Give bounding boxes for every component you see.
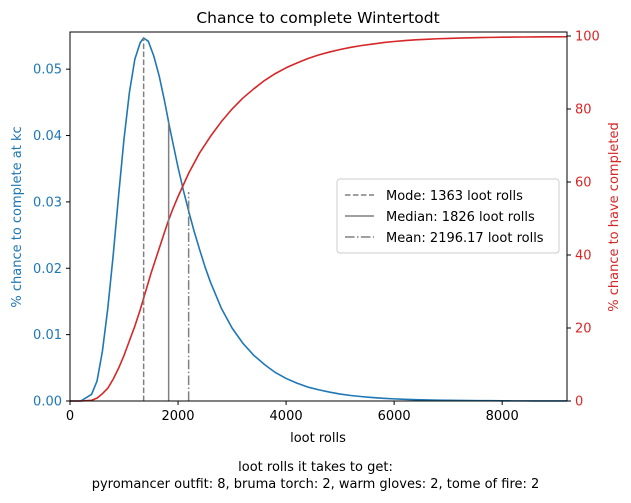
chart-title: Chance to complete Wintertodt [196, 9, 439, 27]
caption-line-1: loot rolls it takes to get: [238, 460, 393, 475]
left-y-tick-label: 0.02 [33, 262, 62, 277]
x-axis-ticks: 0 2000 4000 6000 8000 [66, 401, 519, 424]
left-y-axis-label: % chance to complete at kc [10, 126, 25, 307]
series-line-right-axis [70, 35, 568, 402]
right-y-tick-label: 40 [575, 249, 592, 264]
left-y-tick-label: 0.01 [33, 328, 62, 343]
right-y-tick-label: 80 [575, 103, 592, 118]
right-y-tick-label: 20 [575, 322, 592, 337]
x-tick-label: 8000 [486, 409, 519, 424]
legend: Mode: 1363 loot rolls Median: 1826 loot … [336, 178, 560, 254]
x-axis-label: loot rolls [290, 431, 346, 446]
legend-label-median: Median: 1826 loot rolls [386, 210, 535, 225]
axes-frame [69, 31, 568, 402]
legend-box [336, 178, 560, 254]
caption-line-2: pyromancer outfit: 8, bruma torch: 2, wa… [91, 477, 540, 492]
right-y-tick-label: 100 [575, 30, 600, 45]
left-y-tick-label: 0.05 [33, 63, 62, 78]
left-y-tick-label: 0.00 [33, 395, 62, 410]
x-tick-label: 0 [66, 409, 74, 424]
right-y-axis-label: % chance to have completed [607, 122, 622, 312]
right-y-axis-ticks: 0 20 40 60 80 100 [567, 30, 600, 410]
right-y-tick-label: 0 [575, 395, 583, 410]
legend-label-mode: Mode: 1363 loot rolls [386, 189, 523, 204]
x-tick-label: 2000 [161, 409, 194, 424]
right-y-tick-label: 60 [575, 176, 592, 191]
left-y-tick-label: 0.04 [33, 129, 62, 144]
left-y-axis-ticks: 0.00 0.01 0.02 0.03 0.04 0.05 [33, 63, 70, 410]
left-y-tick-label: 0.03 [33, 195, 62, 210]
x-tick-label: 4000 [270, 409, 303, 424]
legend-label-mean: Mean: 2196.17 loot rolls [386, 231, 544, 246]
x-tick-label: 6000 [378, 409, 411, 424]
